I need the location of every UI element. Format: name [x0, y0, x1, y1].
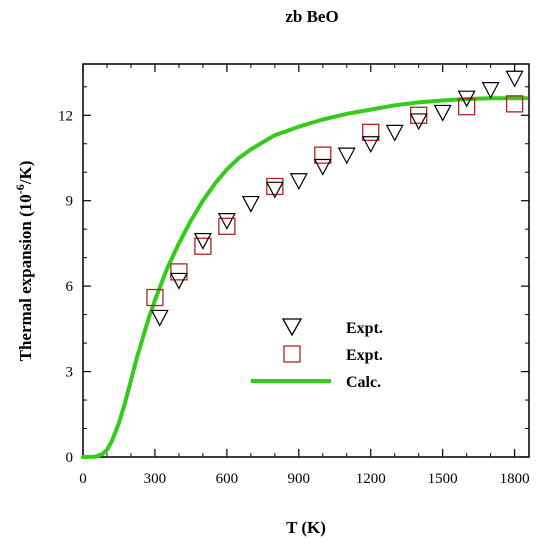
expt-triangle-point	[337, 147, 356, 165]
expt-triangle-point	[481, 82, 500, 99]
legend-square-marker	[283, 345, 301, 363]
expt-square-point	[170, 263, 188, 281]
plot-frame	[82, 63, 530, 458]
expt-square-point	[218, 217, 236, 235]
x-tick-label: 1200	[356, 471, 386, 487]
y-axis-label-tail: /K)	[16, 161, 35, 186]
legend: Expt. Expt. Calc.	[251, 318, 383, 391]
calc-series-line	[81, 96, 529, 459]
expt-square-point	[314, 146, 332, 164]
x-tick-label: 1800	[500, 471, 530, 487]
y-tick-label: 3	[66, 365, 74, 381]
x-tick-label: 0	[79, 471, 87, 487]
y-axis-label-main: Thermal expansion (10	[16, 194, 35, 361]
expt-triangle-point	[409, 113, 428, 131]
expt-square-point	[458, 98, 476, 116]
expt-triangle-point	[169, 272, 188, 290]
legend-triangle-marker	[281, 318, 303, 337]
expt-triangle-point	[433, 104, 452, 122]
y-axis-label-sup: -6	[13, 184, 27, 194]
expt-triangle-point	[265, 181, 284, 199]
x-axis-label: T (K)	[286, 518, 326, 537]
chart-title: zb BeO	[285, 7, 338, 26]
expt-square-point	[505, 95, 524, 113]
expt-triangle-point	[289, 173, 308, 191]
x-tick-label: 600	[216, 471, 239, 487]
expt-square-point	[362, 123, 380, 141]
y-axis-label: Thermal expansion (10-6/K)	[13, 161, 35, 362]
expt-triangle-point	[313, 158, 332, 176]
expt-triangle-point	[241, 195, 260, 213]
expt-triangle-point	[361, 136, 380, 154]
expt-triangle-point	[217, 213, 236, 230]
expt-square-point	[146, 288, 164, 307]
expt-triangle-point	[193, 232, 212, 250]
expt-triangle-point	[505, 70, 524, 88]
y-tick-label: 0	[66, 450, 74, 466]
expt-square-point	[194, 237, 212, 255]
legend-label-calc: Calc.	[346, 374, 381, 391]
x-tick-label: 900	[288, 471, 311, 487]
y-tick-label: 9	[66, 194, 74, 210]
expt-triangle-point	[385, 124, 404, 142]
expt-triangle-point	[150, 309, 169, 327]
x-tick-label: 300	[144, 471, 167, 487]
legend-label-expt-triangle: Expt.	[346, 320, 383, 337]
legend-label-expt-square: Expt.	[346, 347, 383, 364]
x-tick-label: 1500	[428, 471, 458, 487]
expt-square-point	[410, 106, 428, 124]
series-layer	[81, 70, 529, 459]
y-tick-label: 12	[58, 108, 73, 124]
expt-triangle-point	[457, 90, 476, 108]
ticks-layer: 0 300 600 900 1200 1500 1800 0 3 6 9 12	[58, 64, 530, 487]
y-tick-label: 6	[66, 279, 74, 295]
expt-square-point	[266, 177, 284, 196]
